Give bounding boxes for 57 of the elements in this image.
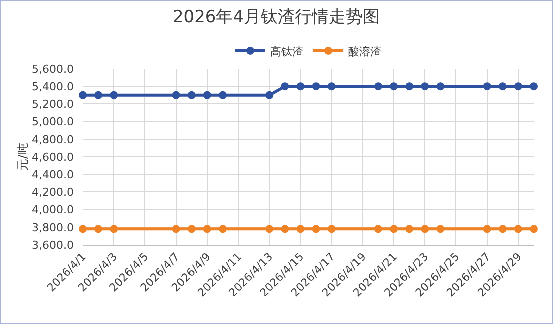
point (218, 91, 227, 100)
point (110, 91, 118, 100)
point (266, 225, 274, 234)
point (498, 225, 507, 234)
y-tick-label: 4,400.0 (32, 168, 74, 182)
point (188, 225, 196, 234)
y-tick-label: 4,600.0 (32, 150, 74, 164)
y-axis-title: 元/吨 (16, 142, 30, 172)
y-tick-label: 4,800.0 (32, 133, 74, 146)
point (94, 225, 103, 234)
point (483, 82, 492, 91)
point (328, 82, 336, 91)
point (110, 225, 118, 234)
point (406, 82, 414, 91)
point (312, 82, 320, 91)
y-tick-label: 5,000.0 (32, 116, 74, 129)
point (421, 82, 430, 91)
point (514, 225, 522, 234)
point (374, 82, 382, 91)
y-tick-label: 5,200.0 (32, 98, 74, 112)
point (374, 225, 382, 234)
point (79, 91, 87, 100)
point (328, 225, 336, 234)
point (203, 225, 212, 234)
point (483, 225, 492, 234)
point (266, 91, 274, 100)
point (296, 225, 305, 234)
y-tick-label: 3,600.0 (32, 238, 74, 252)
point (312, 225, 320, 234)
point (514, 82, 522, 91)
point (530, 225, 538, 234)
chart-title: 2026年4月钛渣行情走势图 (172, 8, 380, 28)
point (172, 225, 180, 234)
legend-label: 酸溶渣 (348, 45, 382, 58)
point (390, 225, 398, 234)
y-tick-label: 4,000.0 (32, 204, 74, 217)
y-tick-label: 4,200.0 (32, 186, 74, 200)
point (79, 225, 87, 234)
point (436, 225, 445, 234)
point (203, 91, 212, 100)
point (406, 225, 414, 234)
point (498, 82, 507, 91)
point (530, 82, 538, 91)
y-tick-label: 5,600.0 (32, 62, 74, 76)
point (296, 82, 305, 91)
point (281, 82, 290, 91)
point (94, 91, 103, 100)
point (390, 82, 398, 91)
point (436, 82, 445, 91)
y-tick-label: 3,800.0 (32, 221, 74, 234)
point (218, 225, 227, 234)
point (172, 91, 180, 100)
y-tick-label: 5,400.0 (32, 80, 74, 94)
point (188, 91, 196, 100)
point (281, 225, 290, 234)
point (421, 225, 430, 234)
legend-label: 高钛渣 (270, 45, 304, 58)
